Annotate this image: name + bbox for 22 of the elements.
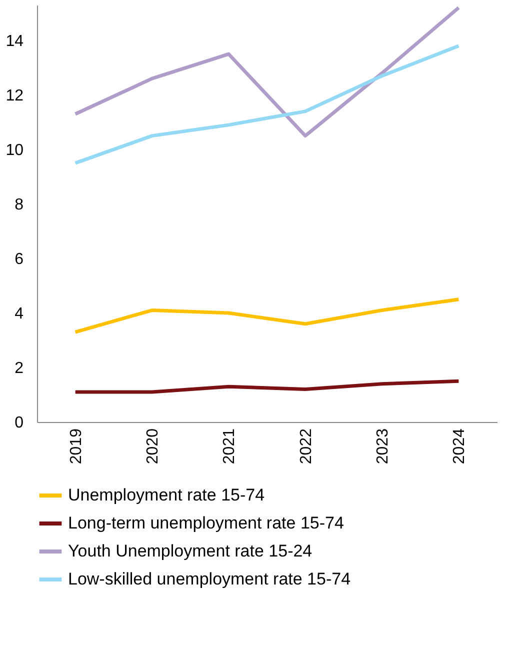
y-tick-label: 10 — [6, 142, 24, 159]
x-tick-label: 2024 — [451, 428, 468, 464]
legend-label: Unemployment rate 15-74 — [68, 486, 265, 504]
x-tick-label: 2023 — [374, 428, 392, 464]
y-tick-label: 12 — [6, 87, 24, 104]
y-tick-label: 4 — [14, 305, 24, 322]
line-series — [74, 6, 460, 138]
x-tick-label: 2019 — [68, 428, 85, 464]
line-series — [74, 44, 460, 165]
legend-label: Low-skilled unemployment rate 15-74 — [68, 570, 351, 588]
y-tick-label: 14 — [6, 32, 24, 50]
y-tick-label: 2 — [14, 360, 24, 377]
y-tick-label: 8 — [14, 196, 24, 214]
legend-label: Youth Unemployment rate 15-24 — [68, 542, 312, 560]
line-series — [74, 298, 460, 334]
line-series — [74, 379, 460, 394]
x-tick-label: 2022 — [298, 428, 315, 464]
legend-label: Long-term unemployment rate 15-74 — [68, 514, 344, 532]
x-tick-label: 2021 — [221, 428, 238, 464]
y-tick-label: 0 — [14, 414, 24, 432]
y-tick-label: 6 — [14, 250, 24, 268]
x-tick-label: 2020 — [144, 428, 162, 464]
